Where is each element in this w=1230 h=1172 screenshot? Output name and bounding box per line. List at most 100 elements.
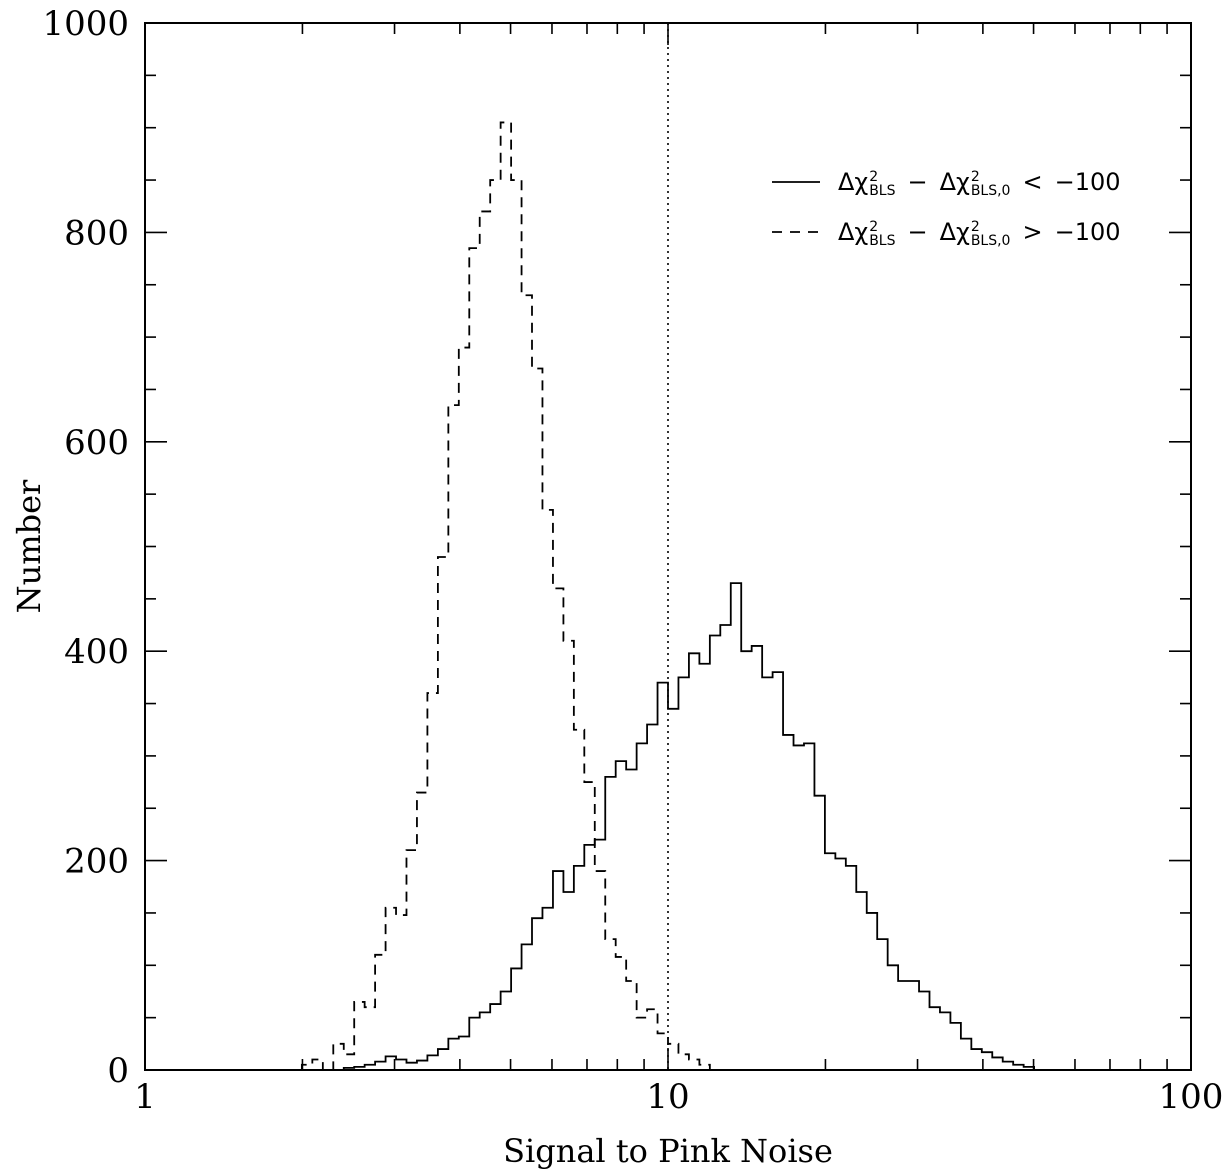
legend-rel: > xyxy=(1022,218,1042,246)
histogram-bin xyxy=(982,1052,992,1070)
legend-sub2: BLS,0 xyxy=(971,233,1011,249)
legend-minus: − xyxy=(908,168,928,196)
legend-rel: < xyxy=(1022,168,1042,196)
histogram-bin xyxy=(678,1054,688,1070)
histogram-bin xyxy=(574,730,584,1070)
histogram-bin xyxy=(354,1002,364,1070)
histogram-bin xyxy=(344,1054,354,1070)
histogram-bin xyxy=(312,1060,323,1070)
histogram-bin xyxy=(971,1049,981,1070)
y-tick-label: 400 xyxy=(64,632,129,672)
histogram-bin xyxy=(1003,1062,1013,1070)
histogram-bin xyxy=(992,1057,1002,1070)
plot-frame xyxy=(144,22,1192,1071)
histogram-bin xyxy=(877,939,887,1070)
legend-delta: Δχ xyxy=(838,168,868,196)
histogram-bin xyxy=(386,908,396,1070)
histogram-bin xyxy=(909,981,919,1070)
histogram-bin xyxy=(658,1033,668,1070)
histogram-bin xyxy=(553,588,563,1070)
histogram-bin xyxy=(678,677,688,1070)
histogram-bin xyxy=(867,913,877,1070)
histogram-bin xyxy=(637,1018,647,1070)
histogram-bin xyxy=(333,1044,343,1070)
histogram-bin xyxy=(459,348,469,1070)
x-axis-title: Signal to Pink Noise xyxy=(503,1132,833,1170)
histogram-bin xyxy=(888,965,898,1070)
legend-sup: 2 xyxy=(869,219,878,235)
histogram-bin xyxy=(365,1007,375,1070)
histogram-bin xyxy=(835,859,845,1070)
x-tick-label: 1 xyxy=(134,1077,156,1117)
histogram-bin xyxy=(480,211,490,1070)
histogram-bin xyxy=(522,295,532,1070)
histogram-bin xyxy=(940,1012,950,1070)
legend-sub1: BLS xyxy=(869,233,895,249)
histogram-bin xyxy=(762,677,772,1070)
histogram-bin xyxy=(563,641,573,1070)
histogram-bin xyxy=(961,1039,971,1070)
histogram-bin xyxy=(469,248,479,1070)
histogram-bin xyxy=(490,180,500,1070)
histogram-bin xyxy=(626,981,636,1070)
histogram-bin xyxy=(794,745,804,1070)
histogram-bin xyxy=(511,180,521,1070)
histogram-bin xyxy=(856,892,866,1070)
histogram-bin xyxy=(427,693,437,1070)
histogram-bin xyxy=(710,635,720,1070)
histogram-bin xyxy=(731,583,741,1070)
histogram-bin xyxy=(689,653,699,1070)
histogram-bin xyxy=(846,866,856,1070)
legend-delta: Δχ xyxy=(940,168,970,196)
histogram-bin xyxy=(396,915,406,1070)
legend-sup: 2 xyxy=(869,169,878,185)
legend-sub1: BLS xyxy=(869,183,895,199)
histogram-bin xyxy=(406,850,416,1070)
histogram-bin xyxy=(699,664,709,1070)
legend-sub2: BLS,0 xyxy=(971,183,1011,199)
legend-minus: − xyxy=(908,218,928,246)
histogram-bin xyxy=(438,557,448,1070)
legend-sup: 2 xyxy=(971,169,980,185)
histogram-bin xyxy=(720,625,730,1070)
histogram-bin xyxy=(668,709,678,1070)
histogram-bin xyxy=(668,1044,678,1070)
legend-label: Δχ2 BLS − Δχ2 BLS,0 > −100 xyxy=(838,218,1121,249)
histogram-bin xyxy=(584,782,594,1070)
legend-value: −100 xyxy=(1055,218,1121,246)
legend-delta: Δχ xyxy=(940,218,970,246)
histogram-bin xyxy=(448,405,458,1070)
histogram-bin xyxy=(647,1009,657,1070)
histogram-bin xyxy=(542,510,552,1070)
histogram-bin xyxy=(616,957,626,1070)
series-solid-histogram xyxy=(301,582,1035,1071)
histogram-bin xyxy=(919,991,929,1070)
histogram-bin xyxy=(804,743,814,1070)
legend-value: −100 xyxy=(1055,168,1121,196)
legend-delta: Δχ xyxy=(838,218,868,246)
histogram-bin xyxy=(532,369,542,1070)
histogram-bin xyxy=(783,735,793,1070)
x-tick-label: 100 xyxy=(1159,1077,1224,1117)
legend-label: Δχ2 BLS − Δχ2 BLS,0 < −100 xyxy=(838,168,1121,199)
histogram-bin xyxy=(605,939,615,1070)
histogram-bin xyxy=(825,853,835,1070)
y-tick-label: 0 xyxy=(107,1051,129,1091)
histogram-bin xyxy=(658,683,668,1070)
histogram-bin xyxy=(375,955,385,1070)
histogram-bin xyxy=(417,793,427,1070)
histogram-bin xyxy=(814,796,824,1070)
histogram-bin xyxy=(930,1007,940,1070)
histogram-bin xyxy=(950,1023,960,1070)
histogram-bin xyxy=(689,1060,699,1070)
y-tick-label: 200 xyxy=(64,842,129,882)
y-tick-label: 800 xyxy=(64,213,129,253)
histogram-bin xyxy=(773,672,783,1070)
x-tick-label: 10 xyxy=(646,1077,689,1117)
histogram-bin xyxy=(898,981,908,1070)
histogram-bin xyxy=(501,122,511,1070)
